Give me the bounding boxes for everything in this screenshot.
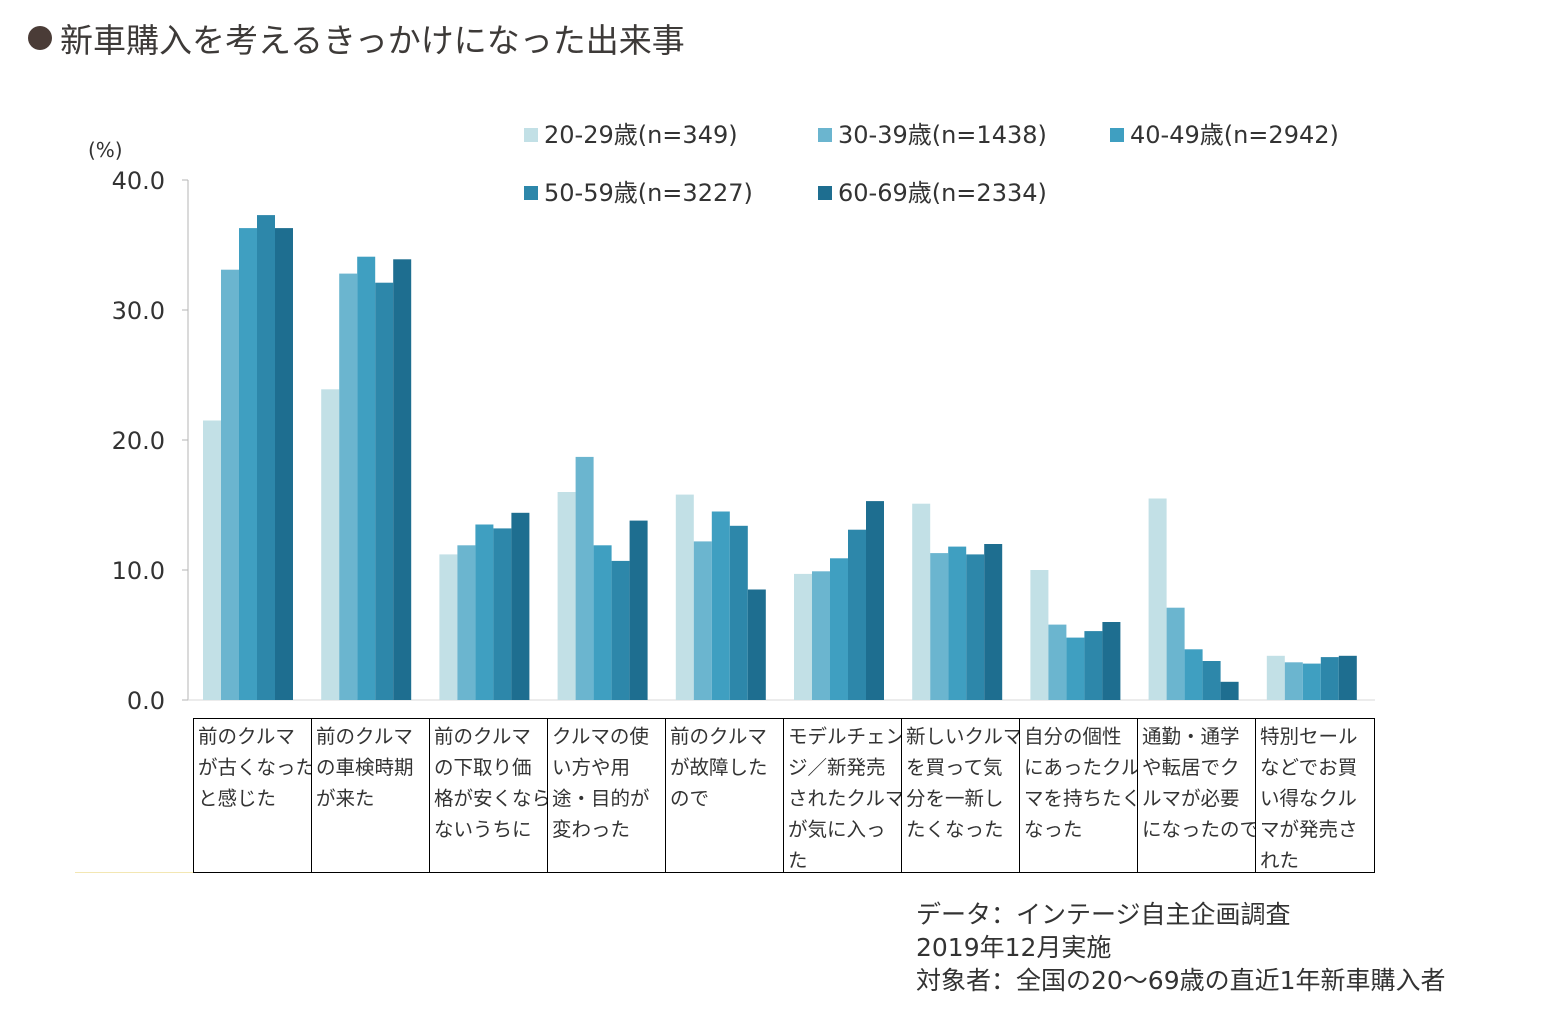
bar-3-5 bbox=[711, 511, 730, 700]
category-label: 前のクルマ の車検時期 が来た bbox=[312, 719, 430, 872]
bar-5-7 bbox=[984, 544, 1003, 700]
decorative-line bbox=[75, 872, 193, 873]
y-tick-label: 20.0 bbox=[112, 427, 165, 455]
bar-2-7 bbox=[930, 553, 949, 700]
bar-4-4 bbox=[611, 560, 630, 700]
bar-3-8 bbox=[1066, 637, 1085, 700]
source-note: データ：インテージ自主企画調査 2019年12月実施 対象者：全国の20～69歳… bbox=[916, 898, 1446, 997]
chart-title: 新車購入を考えるきっかけになった出来事 bbox=[28, 14, 685, 62]
y-tick-label: 30.0 bbox=[112, 297, 165, 325]
bar-3-10 bbox=[1302, 663, 1321, 700]
category-label: 前のクルマ が古くなった と感じた bbox=[194, 719, 312, 872]
bar-5-3 bbox=[511, 512, 530, 700]
bar-1-3 bbox=[439, 554, 458, 700]
bar-3-1 bbox=[239, 228, 257, 700]
legend-label: 40-49歳(n=2942) bbox=[1130, 121, 1339, 149]
bar-1-8 bbox=[1030, 570, 1049, 700]
bar-2-3 bbox=[457, 545, 476, 700]
bar-3-3 bbox=[475, 524, 494, 700]
category-label: 新しいクルマ を買って気 分を一新し たくなった bbox=[902, 719, 1020, 872]
bar-1-5 bbox=[675, 494, 694, 700]
bar-2-5 bbox=[693, 541, 712, 700]
y-tick-label: 0.0 bbox=[127, 687, 165, 715]
bar-3-7 bbox=[948, 546, 967, 700]
bar-1-7 bbox=[912, 503, 931, 700]
y-tick-label: 10.0 bbox=[112, 557, 165, 585]
source-line-1: データ：インテージ自主企画調査 bbox=[916, 900, 1291, 929]
bar-1-2 bbox=[321, 389, 340, 700]
category-label: 通勤・通学 や転居でク ルマが必要 になったので bbox=[1138, 719, 1256, 872]
bar-5-10 bbox=[1338, 655, 1357, 700]
bar-1-9 bbox=[1148, 498, 1167, 700]
category-label: 前のクルマ の下取り価 格が安くなら ないうちに bbox=[430, 719, 548, 872]
bar-2-6 bbox=[812, 571, 830, 700]
source-line-2: 2019年12月実施 bbox=[916, 933, 1112, 962]
legend-item: 40-49歳(n=2942) bbox=[1110, 115, 1339, 150]
bar-3-2 bbox=[357, 256, 376, 700]
bar-5-4 bbox=[629, 520, 648, 700]
chart-title-text: 新車購入を考えるきっかけになった出来事 bbox=[60, 21, 685, 60]
legend-swatch bbox=[1110, 128, 1124, 142]
bar-4-2 bbox=[375, 282, 394, 700]
category-label: モデルチェン ジ／新発売 されたクルマ が気に入っ た bbox=[784, 719, 902, 872]
bullet-icon bbox=[28, 26, 52, 50]
legend-label: 50-59歳(n=3227) bbox=[544, 179, 753, 207]
bar-3-9 bbox=[1184, 649, 1203, 700]
bar-4-10 bbox=[1320, 657, 1339, 700]
legend-label: 20-29歳(n=349) bbox=[544, 121, 738, 149]
legend-item: 20-29歳(n=349) bbox=[524, 115, 738, 150]
legend-item: 60-69歳(n=2334) bbox=[818, 173, 1047, 208]
category-label: 自分の個性 にあったクル マを持ちたく なった bbox=[1020, 719, 1138, 872]
bar-4-3 bbox=[493, 528, 512, 700]
bar-1-10 bbox=[1266, 655, 1285, 700]
category-label: 特別セール などでお買 い得なクル マが発売さ れた bbox=[1260, 725, 1358, 872]
bar-4-1 bbox=[257, 215, 275, 700]
bar-5-5 bbox=[747, 589, 766, 700]
bar-2-10 bbox=[1284, 662, 1303, 700]
legend-label: 30-39歳(n=1438) bbox=[838, 121, 1047, 149]
bar-2-1 bbox=[221, 269, 239, 700]
bar-3-6 bbox=[830, 558, 848, 700]
bar-1-4 bbox=[557, 492, 576, 700]
bar-5-1 bbox=[275, 228, 293, 700]
bar-5-2 bbox=[393, 259, 412, 700]
bar-4-9 bbox=[1202, 661, 1221, 700]
bar-4-7 bbox=[966, 554, 985, 700]
bar-3-4 bbox=[593, 545, 612, 700]
legend-swatch bbox=[818, 186, 832, 200]
y-axis-unit-label: (%) bbox=[88, 138, 123, 162]
bar-2-8 bbox=[1048, 624, 1067, 700]
bar-5-8 bbox=[1102, 622, 1121, 700]
legend-item: 50-59歳(n=3227) bbox=[524, 173, 753, 208]
legend-swatch bbox=[524, 128, 538, 142]
bar-5-9 bbox=[1220, 681, 1239, 700]
bar-4-5 bbox=[729, 525, 748, 700]
legend-item: 30-39歳(n=1438) bbox=[818, 115, 1047, 150]
legend-swatch bbox=[818, 128, 832, 142]
y-tick-label: 40.0 bbox=[112, 167, 165, 195]
bar-1-1 bbox=[203, 420, 221, 700]
category-label: 前のクルマ が故障した ので bbox=[666, 719, 784, 872]
bar-5-6 bbox=[866, 501, 884, 700]
category-label-table: 前のクルマ が古くなった と感じた 前のクルマ の車検時期 が来た 前のクルマ の下… bbox=[193, 718, 1375, 873]
bar-2-4 bbox=[575, 456, 594, 700]
legend-swatch bbox=[524, 186, 538, 200]
bar-4-8 bbox=[1084, 631, 1103, 700]
bar-2-9 bbox=[1166, 607, 1185, 700]
bar-4-6 bbox=[848, 529, 866, 700]
legend-label: 60-69歳(n=2334) bbox=[838, 179, 1047, 207]
bar-2-2 bbox=[339, 273, 358, 700]
category-label: クルマの使 い方や用 途・目的が 変わった bbox=[548, 719, 666, 872]
bar-1-6 bbox=[794, 573, 812, 700]
source-line-3: 対象者：全国の20～69歳の直近1年新車購入者 bbox=[916, 966, 1446, 995]
